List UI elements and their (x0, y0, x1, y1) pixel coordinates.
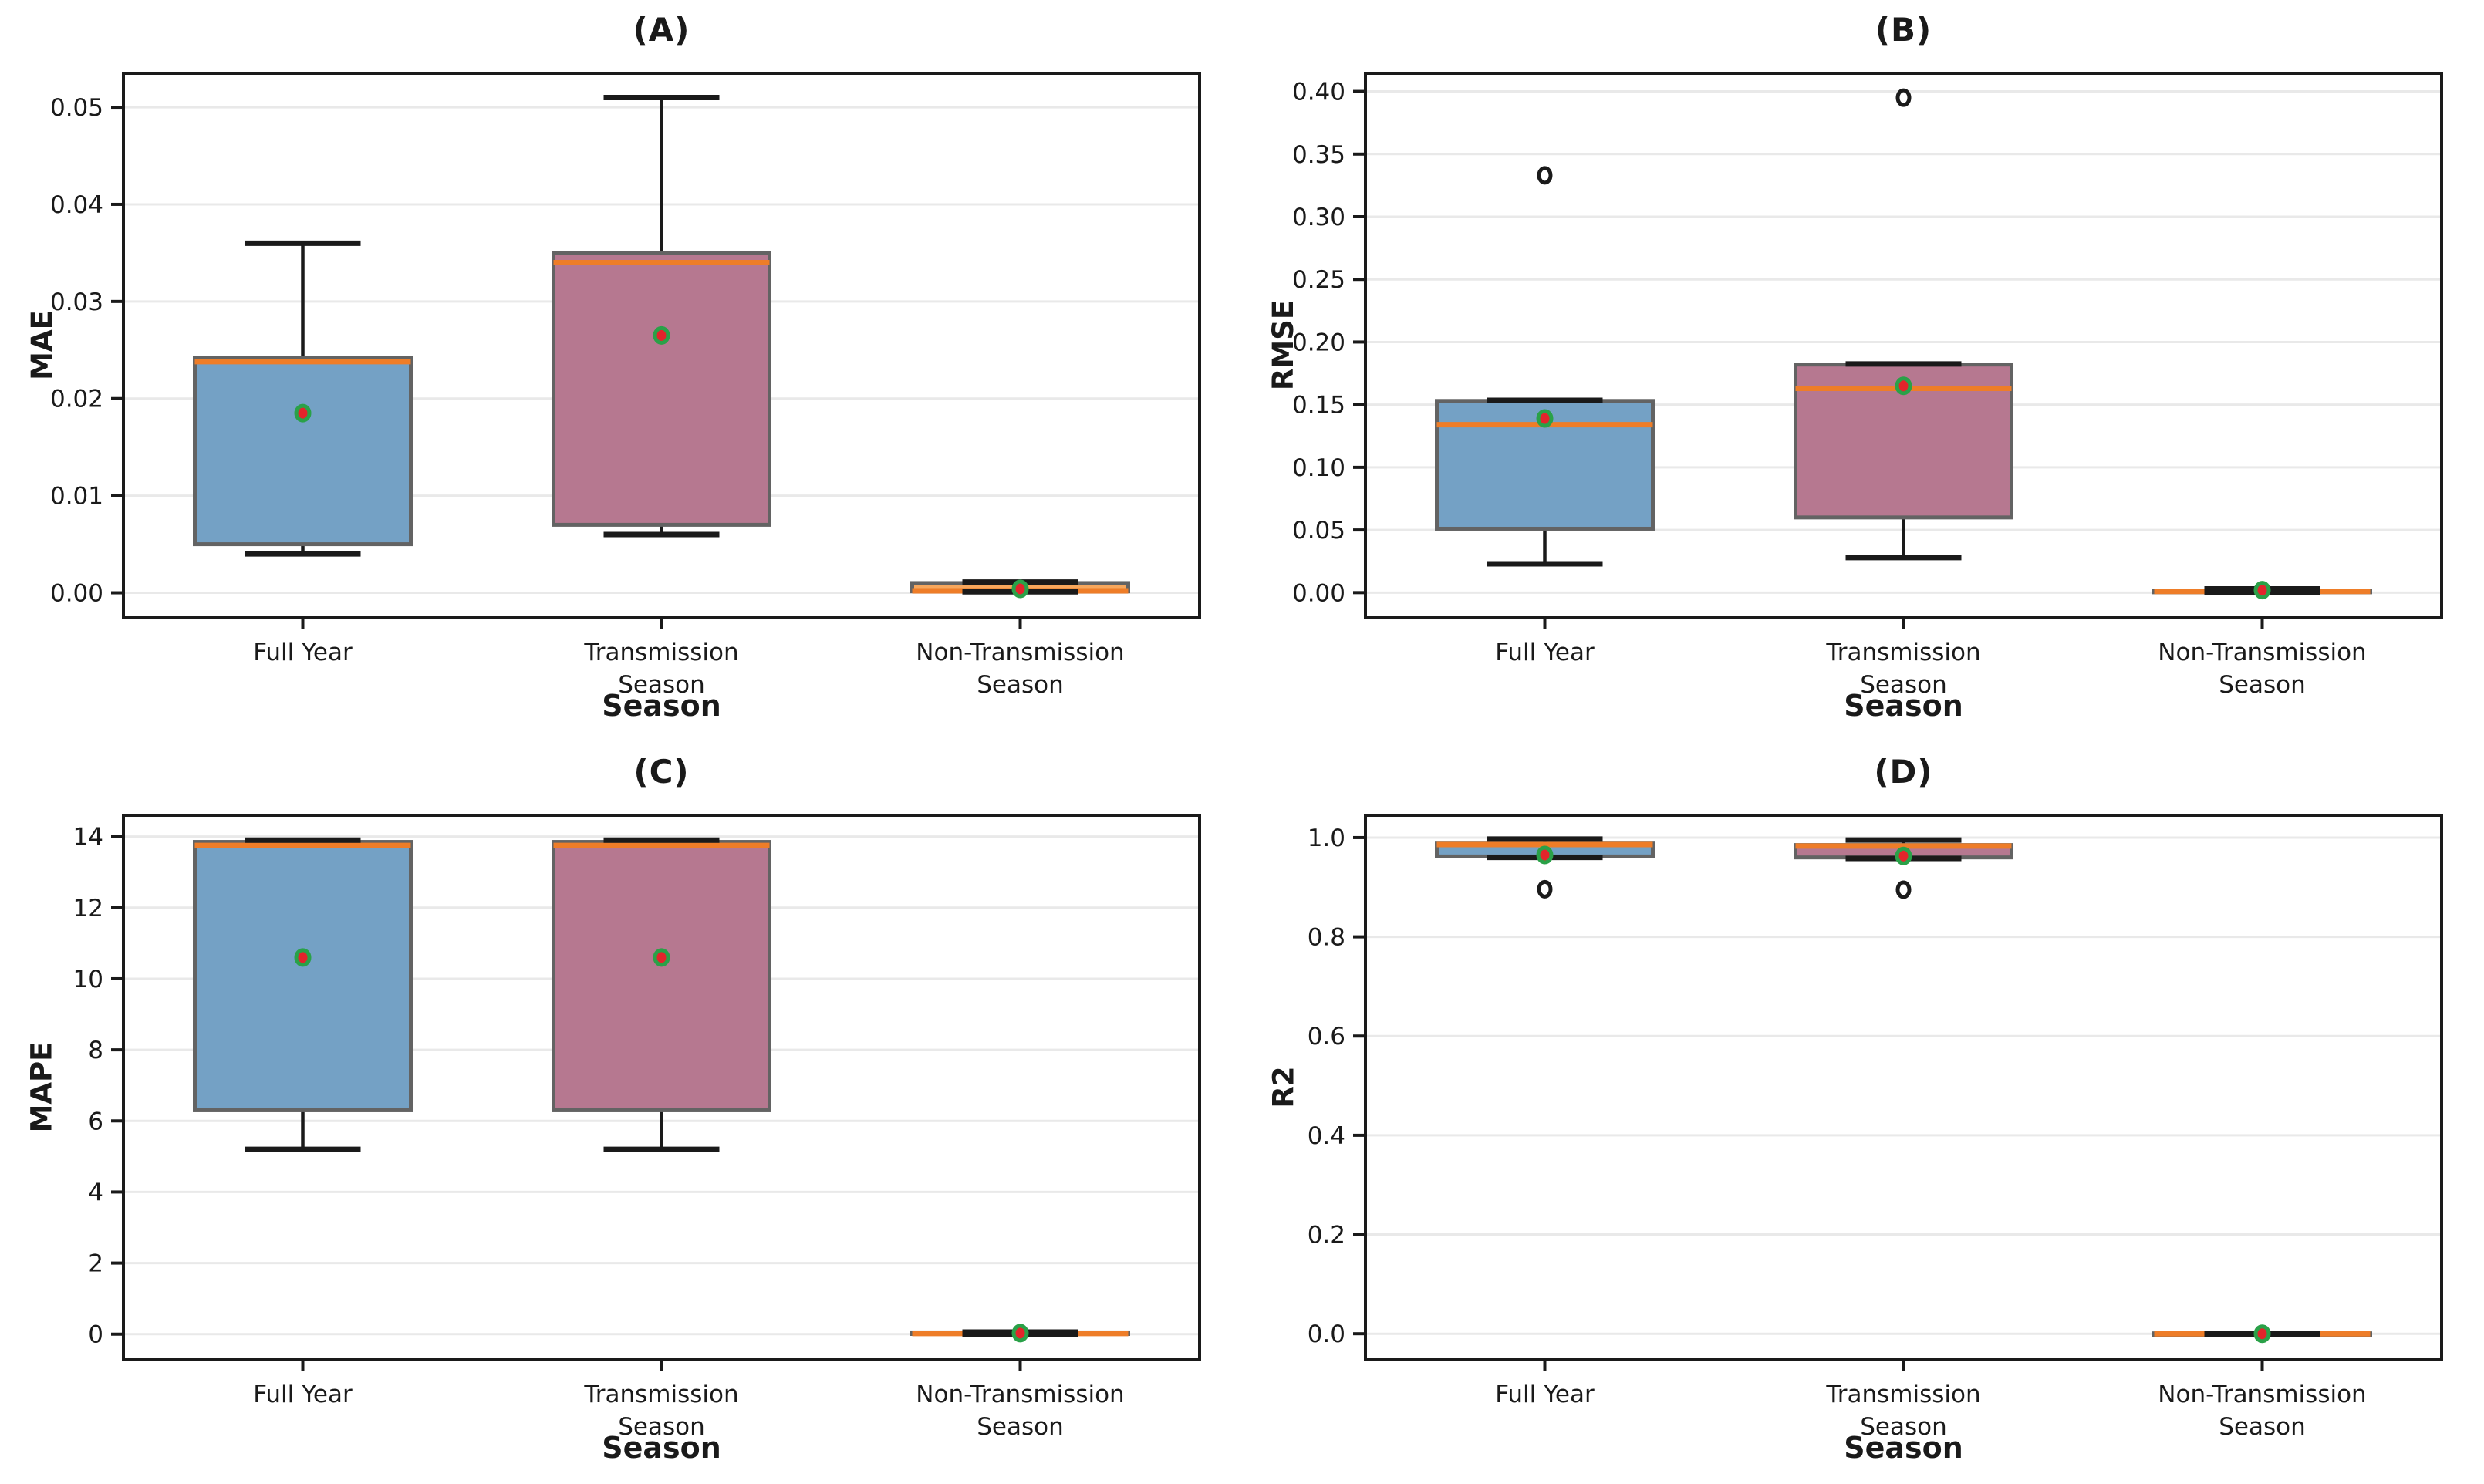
outlier-marker-full-year (1537, 879, 1553, 899)
y-tick-label: 4 (88, 1179, 103, 1206)
panel-c-plot-area: 0 2 4 6 8 10 12 14 Full Year Transmission Season No… (73, 814, 1201, 1441)
x-tick-label: Season (618, 671, 705, 699)
panel-d-title: (D) (1874, 753, 1933, 791)
mean-marker-full-year (1536, 409, 1554, 428)
x-tick-label: Non-Transmission (916, 1381, 1124, 1408)
mean-marker-full-year (1536, 845, 1554, 865)
outlier-marker-transmission-season (1895, 880, 1912, 899)
mean-marker-non-transmission-season (1011, 579, 1029, 599)
y-tick-label: 0.05 (1292, 517, 1345, 545)
panel-d: (D) R2 0.0 0.2 0.4 0.6 0.8 1.0 Full Year Transm… (1242, 742, 2484, 1484)
x-tick-label: Non-Transmission (2158, 1381, 2366, 1408)
panel-c-x-axis-label: Season (602, 1431, 721, 1465)
x-tick-label: Full Year (253, 1381, 353, 1408)
y-tick-label: 8 (88, 1037, 103, 1064)
panel-a-x-axis-label: Season (602, 689, 721, 723)
y-tick-label: 14 (73, 824, 103, 852)
y-tick-label: 6 (88, 1108, 103, 1135)
mean-marker-transmission-season (1895, 846, 1912, 865)
mean-marker-transmission-season (1895, 376, 1912, 396)
mean-marker-transmission-season (653, 325, 670, 345)
y-tick-label: 0.25 (1292, 266, 1345, 294)
y-tick-label: 1.0 (1308, 825, 1345, 852)
panel-d-plot-area: 0.0 0.2 0.4 0.6 0.8 1.0 Full Year Transmission S… (1308, 814, 2443, 1441)
y-tick-label: 0.6 (1308, 1023, 1345, 1051)
x-tick-label: Season (2219, 1413, 2306, 1441)
panel-b: (B) RMSE 0.00 0.05 0.10 0.15 0.20 0.25 0.30 0.3… (1242, 0, 2484, 742)
y-tick-label: 0.35 (1292, 141, 1345, 169)
x-tick-label: Transmission (583, 1381, 738, 1408)
mean-marker-transmission-season (653, 948, 670, 967)
y-tick-label: 0.4 (1308, 1122, 1345, 1150)
x-tick-label: Season (1860, 1413, 1947, 1441)
axes-frame (1364, 814, 2443, 1361)
panel-c-title: (C) (633, 753, 690, 791)
x-tick-label: Full Year (1495, 1381, 1595, 1408)
y-tick-label: 0.15 (1292, 392, 1345, 420)
box-full-year (193, 840, 413, 1112)
y-tick-label: 0.30 (1292, 204, 1345, 231)
mean-marker-non-transmission-season (2253, 581, 2271, 600)
x-tick-label: Non-Transmission (916, 639, 1124, 666)
y-tick-label: 0 (88, 1321, 103, 1349)
x-tick-label: Season (977, 671, 1064, 699)
y-tick-label: 0.20 (1292, 329, 1345, 356)
panel-b-title: (B) (1875, 11, 1932, 49)
y-tick-label: 0.04 (50, 191, 103, 219)
y-tick-label: 0.02 (50, 386, 103, 413)
box-transmission-season (552, 840, 771, 1112)
outlier-marker-transmission-season (1895, 88, 1912, 107)
y-tick-label: 2 (88, 1250, 103, 1278)
x-tick-label: Transmission (1825, 1381, 1980, 1408)
y-tick-label: 10 (73, 966, 103, 993)
panel-c: (C) MAPE 0 2 4 6 8 10 12 14 Full Year Transmissio… (0, 742, 1242, 1484)
y-tick-label: 0.10 (1292, 454, 1345, 482)
x-tick-label: Transmission (1825, 639, 1980, 666)
y-tick-label: 0.05 (50, 94, 103, 122)
x-tick-label: Season (2219, 671, 2306, 699)
y-tick-label: 0.2 (1308, 1222, 1345, 1250)
y-tick-label: 0.40 (1292, 79, 1345, 106)
mean-marker-full-year (294, 948, 312, 967)
panel-a-title: (A) (633, 11, 690, 49)
x-tick-label: Transmission (583, 639, 738, 666)
x-tick-label: Full Year (253, 639, 353, 666)
axes-frame (122, 72, 1201, 619)
mean-marker-non-transmission-season (1011, 1324, 1029, 1343)
y-tick-label: 0.8 (1308, 924, 1345, 952)
axes-frame (1364, 72, 2443, 619)
x-tick-label: Non-Transmission (2158, 639, 2366, 666)
mean-marker-non-transmission-season (2253, 1324, 2271, 1344)
outlier-marker-full-year (1537, 166, 1553, 185)
y-tick-label: 0.00 (1292, 579, 1345, 607)
panel-b-plot-area: 0.00 0.05 0.10 0.15 0.20 0.25 0.30 0.35 0.40 Full… (1292, 72, 2443, 699)
x-tick-label: Season (618, 1413, 705, 1441)
x-tick-label: Season (1860, 671, 1947, 699)
y-tick-label: 0.0 (1308, 1320, 1345, 1348)
panel-d-x-axis-label: Season (1844, 1431, 1963, 1465)
x-tick-label: Season (977, 1413, 1064, 1441)
panel-a: (A) MAE 0.00 0.01 0.02 0.03 0.04 0.05 Full Yea… (0, 0, 1242, 742)
y-tick-label: 0.03 (50, 288, 103, 316)
panel-b-x-axis-label: Season (1844, 689, 1963, 723)
x-tick-label: Full Year (1495, 639, 1595, 666)
y-tick-label: 0.01 (50, 483, 103, 511)
box-full-year (193, 356, 413, 547)
box-transmission-season (552, 251, 771, 527)
axes-frame (122, 814, 1201, 1361)
panel-a-plot-area: 0.00 0.01 0.02 0.03 0.04 0.05 Full Year Transmi… (50, 72, 1201, 699)
y-tick-label: 0.00 (50, 580, 103, 608)
y-tick-label: 12 (73, 895, 103, 922)
mean-marker-full-year (294, 403, 312, 423)
